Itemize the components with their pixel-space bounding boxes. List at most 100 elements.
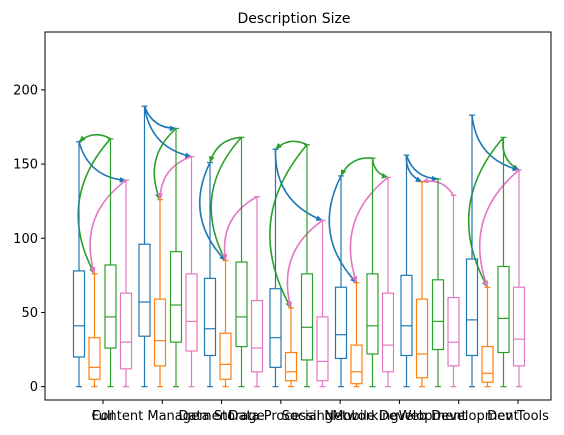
box	[431, 178, 445, 388]
annotation-arrow	[209, 136, 242, 164]
box	[400, 154, 413, 388]
box	[512, 169, 526, 388]
box	[497, 136, 510, 388]
box	[185, 156, 198, 388]
arrows-layer	[77, 105, 520, 309]
annotation-arrow	[143, 105, 177, 132]
annotation-arrow	[143, 106, 193, 159]
annotation-arrow	[274, 149, 324, 222]
y-tick-label: 200	[13, 83, 38, 98]
box-body	[72, 270, 86, 358]
box-body	[169, 251, 183, 343]
x-tick-label: Dev Tools	[487, 409, 549, 424]
annotation-arrow	[405, 154, 439, 182]
box-body	[269, 288, 282, 368]
annotation-arrow	[328, 175, 358, 284]
box	[119, 179, 133, 388]
box	[235, 136, 248, 388]
x-tick-label: Content Management	[92, 409, 233, 424]
box-body	[300, 273, 314, 361]
box-body	[415, 298, 429, 379]
annotation-arrow	[89, 179, 127, 275]
box-body	[316, 316, 329, 382]
box-body	[400, 274, 413, 357]
annotation-arrow	[78, 141, 127, 183]
box-body	[447, 297, 460, 367]
annotation-arrow	[77, 138, 112, 275]
box-body	[250, 299, 264, 373]
box	[169, 127, 183, 388]
x-tick-label: Mobile Development	[332, 409, 466, 424]
annotation-arrow	[349, 176, 389, 284]
box	[300, 144, 314, 388]
box-body	[366, 273, 379, 355]
x-tick-label: Web Development	[399, 409, 519, 424]
box	[415, 181, 429, 388]
box-body	[138, 243, 151, 337]
box-body	[381, 292, 395, 373]
box-body	[465, 258, 479, 357]
annotation-arrow	[221, 196, 258, 262]
annotation-arrow	[210, 136, 243, 262]
x-tick-label: Data Storage	[179, 409, 265, 424]
box-body	[334, 286, 348, 360]
y-tick-label: 100	[13, 232, 38, 247]
box-body	[88, 337, 101, 380]
x-tick-label: Data Processing	[229, 409, 334, 424]
annotation-arrow	[274, 140, 308, 150]
annotation-arrow	[286, 219, 323, 309]
box	[153, 199, 167, 388]
box-body	[512, 286, 526, 367]
box-body	[203, 277, 217, 357]
box-body	[219, 332, 232, 380]
box	[250, 196, 264, 388]
chart-title: Description Size	[238, 11, 351, 27]
annotation-arrow	[421, 177, 455, 196]
box	[465, 114, 479, 388]
box-body	[497, 265, 510, 354]
box-body	[284, 351, 298, 382]
boxes-layer	[72, 105, 526, 388]
box-body	[431, 279, 445, 351]
annotation-arrow	[269, 144, 308, 309]
y-tick-label: 0	[30, 380, 38, 395]
annotation-arrow	[153, 127, 177, 201]
box	[104, 138, 117, 388]
annotation-arrow	[198, 162, 227, 262]
box-body	[481, 345, 494, 383]
y-tick-label: 50	[21, 306, 38, 321]
annotation-arrow	[467, 136, 505, 288]
box	[203, 161, 217, 388]
box	[88, 273, 101, 388]
box	[138, 105, 151, 388]
annotation-arrow	[478, 169, 520, 288]
box	[219, 259, 232, 388]
box	[72, 141, 86, 388]
annotation-arrow	[78, 133, 111, 143]
y-tick-label: 150	[13, 158, 38, 173]
box-body	[119, 292, 133, 370]
plot-frame	[44, 31, 552, 401]
box	[481, 286, 494, 388]
box-body	[153, 298, 167, 367]
box	[334, 175, 348, 388]
box	[316, 219, 329, 388]
box	[284, 307, 298, 388]
x-tick-label: Full	[92, 409, 114, 424]
box	[381, 176, 395, 388]
box	[447, 194, 460, 388]
box-body	[235, 261, 248, 348]
box	[269, 148, 282, 388]
y-axis: 0 50 100 150 200	[13, 83, 45, 395]
box-body	[104, 264, 117, 349]
box	[350, 282, 363, 388]
box-body	[350, 344, 363, 385]
box-body	[185, 273, 198, 352]
annotation-arrow	[340, 157, 373, 177]
box	[366, 157, 379, 388]
annotation-arrow	[471, 115, 520, 172]
annotation-arrow	[371, 158, 389, 179]
